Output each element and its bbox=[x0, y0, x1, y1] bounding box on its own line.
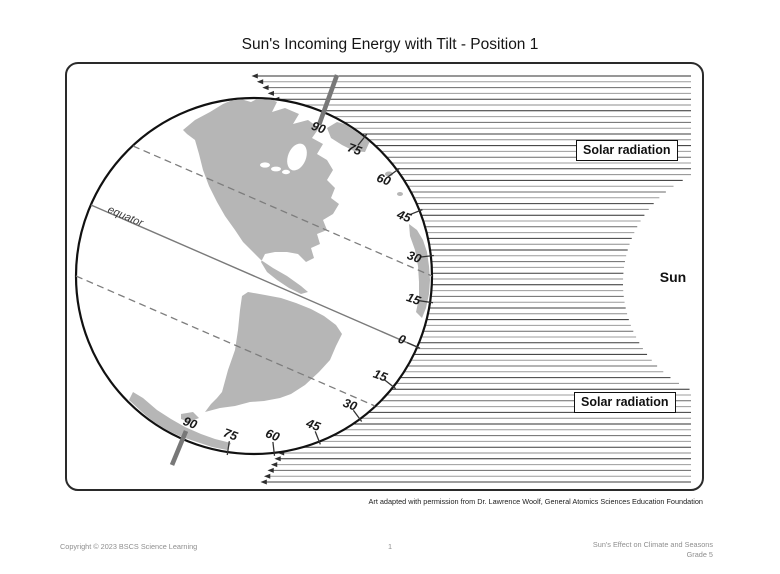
latitude-label-90-n: 90 bbox=[310, 119, 328, 137]
latitude-tick-45 bbox=[314, 431, 321, 445]
credit-caption: Art adapted with permission from Dr. Law… bbox=[368, 497, 703, 506]
latitude-label-45-s: 45 bbox=[303, 416, 323, 435]
cuba-island bbox=[253, 238, 267, 244]
latitude-label-90-s: 90 bbox=[181, 414, 199, 432]
sun-label: Sun bbox=[659, 269, 687, 285]
south-america-landmass bbox=[205, 292, 342, 412]
latitude-tick-15 bbox=[419, 300, 434, 304]
footer-copyright: Copyright © 2023 BSCS Science Learning bbox=[60, 542, 198, 551]
latitude-tick-15 bbox=[384, 379, 397, 390]
footer-course-info: Sun's Effect on Climate and Seasons Grad… bbox=[593, 540, 713, 559]
latitude-label-30-n: 30 bbox=[405, 248, 423, 266]
latitude-label-60-n: 60 bbox=[375, 171, 393, 189]
continents-map bbox=[129, 99, 430, 450]
latitude-tick-45 bbox=[409, 209, 423, 216]
latitude-tick-0 bbox=[406, 341, 421, 349]
rotation-axis-north bbox=[316, 74, 340, 126]
page-title: Sun's Incoming Energy with Tilt - Positi… bbox=[241, 36, 539, 53]
latitude-label-0: 0 bbox=[396, 332, 407, 348]
hispaniola-island bbox=[270, 244, 280, 248]
solar-rays bbox=[251, 73, 691, 485]
latitude-tick-30 bbox=[352, 409, 363, 422]
great-lake bbox=[271, 166, 281, 172]
latitude-tick-75 bbox=[357, 133, 368, 146]
footer-grade: Grade 5 bbox=[686, 549, 713, 559]
latitude-label-30-s: 30 bbox=[341, 396, 359, 414]
latitude-tick-60 bbox=[387, 167, 400, 178]
latitude-label-60-s: 60 bbox=[264, 426, 282, 444]
antarctica-edge bbox=[129, 392, 231, 450]
latitude-tick-60 bbox=[272, 441, 276, 456]
solar-radiation-label-top: Solar radiation bbox=[576, 140, 678, 161]
diagram-frame: equator 90 75 60 45 30 15 0 15 30 45 60 75 90 Solar r… bbox=[65, 62, 704, 491]
great-lake bbox=[260, 162, 270, 168]
tropic-of-cancer-line bbox=[132, 145, 433, 277]
tierra-del-fuego-island bbox=[181, 412, 199, 422]
rotation-axis-south bbox=[169, 430, 189, 466]
solar-radiation-label-bottom: Solar radiation bbox=[574, 392, 676, 413]
hudson-bay bbox=[287, 143, 307, 171]
latitude-label-75-s: 75 bbox=[222, 426, 241, 444]
great-lake bbox=[282, 169, 290, 175]
island-speck bbox=[397, 192, 403, 196]
latitude-tick-75 bbox=[226, 441, 230, 456]
footer-page-number: 1 bbox=[387, 542, 393, 551]
latitude-label-45-n: 45 bbox=[394, 207, 414, 226]
tropic-of-capricorn-line bbox=[75, 275, 376, 407]
latitude-label-15-n: 15 bbox=[405, 290, 424, 308]
latitude-label-15-s: 15 bbox=[371, 367, 390, 385]
latitude-tick-30 bbox=[419, 254, 434, 258]
latitude-label-75-n: 75 bbox=[346, 140, 365, 158]
equator-line bbox=[90, 204, 418, 348]
footer-course-title: Sun's Effect on Climate and Seasons bbox=[592, 540, 713, 549]
